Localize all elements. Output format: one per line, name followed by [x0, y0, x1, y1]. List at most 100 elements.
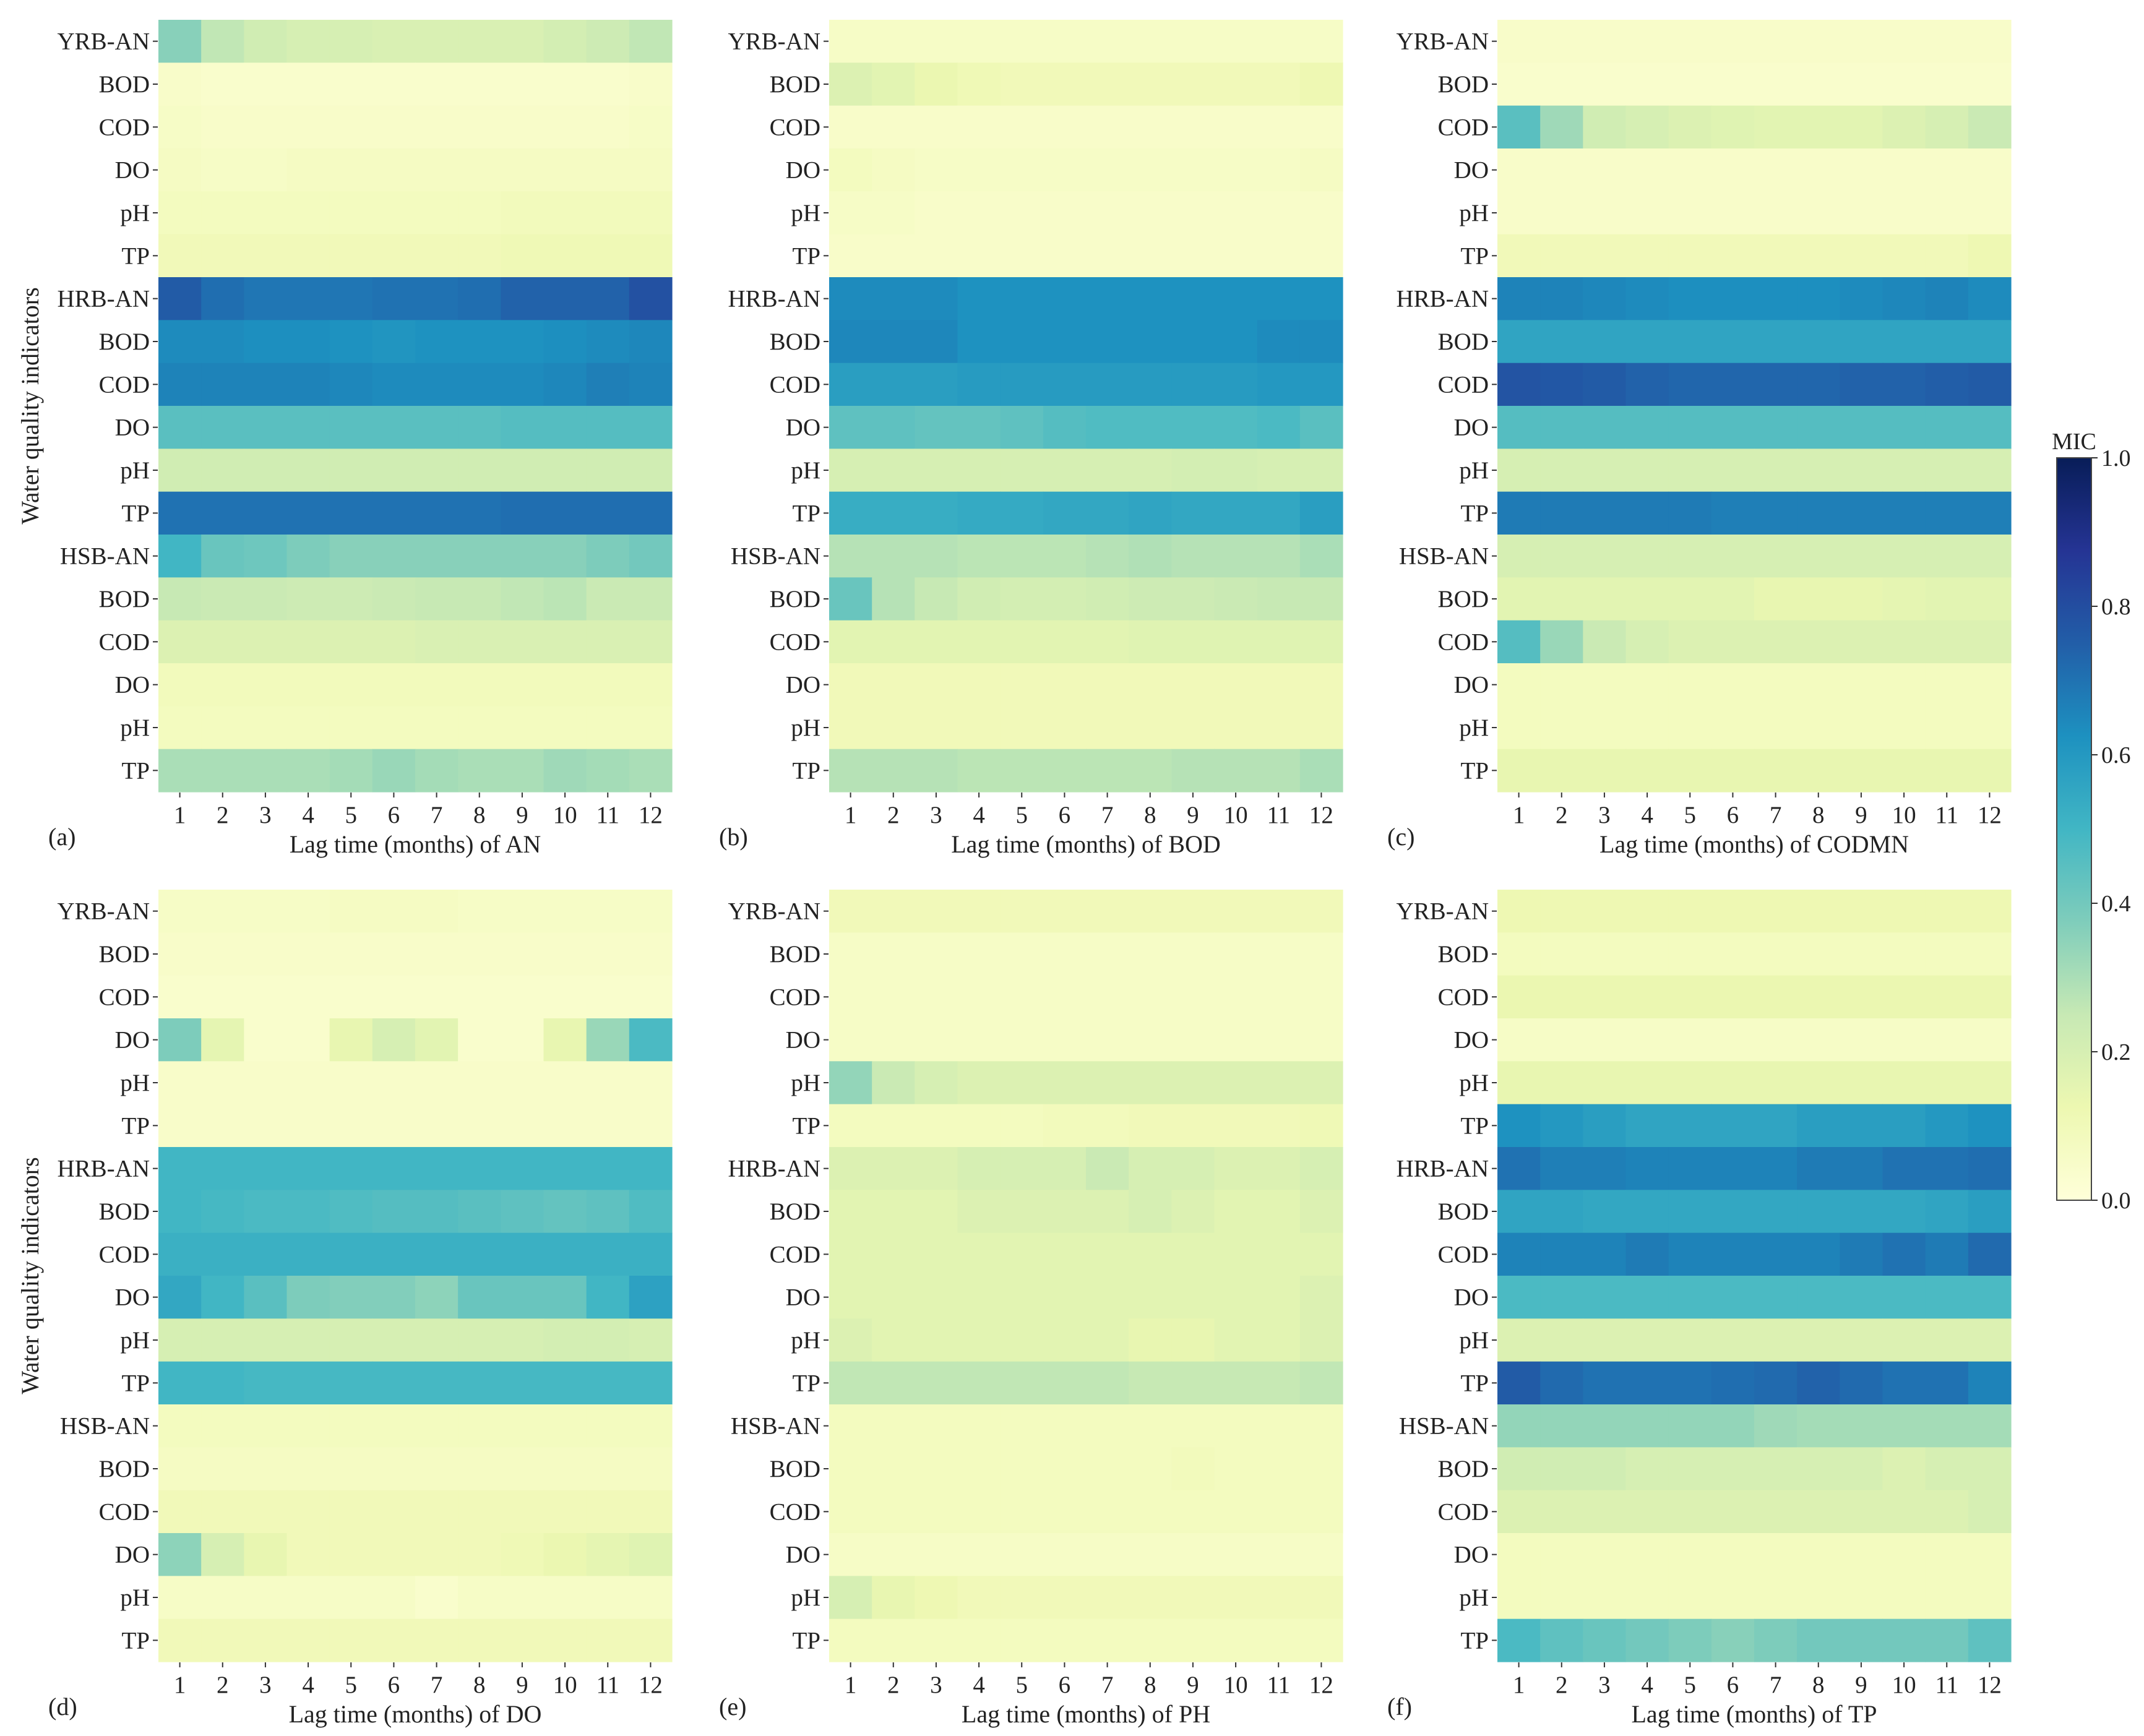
panel-label: (b) [719, 823, 748, 851]
heatmap-cell [1625, 1576, 1669, 1620]
heatmap-cell [957, 1018, 1001, 1062]
heatmap-cell [586, 1361, 630, 1405]
y-tick-label: YRB-AN [57, 898, 150, 925]
colorbar-tick-label: 0.2 [2101, 1039, 2131, 1065]
heatmap-cell [586, 491, 630, 535]
heatmap-cell [1882, 363, 1926, 406]
heatmap-cell [286, 663, 330, 707]
heatmap-cell [415, 932, 459, 976]
heatmap-cell [372, 191, 416, 235]
heatmap-cell [1214, 535, 1258, 578]
heatmap-cell [244, 1104, 288, 1148]
heatmap-cell [1754, 191, 1797, 235]
heatmap-cell [201, 1104, 244, 1148]
heatmap-cell [501, 320, 545, 364]
heatmap-cell [1882, 1190, 1926, 1234]
heatmap-cell [1299, 1618, 1343, 1662]
heatmap-cell [1754, 234, 1797, 278]
heatmap-cell [372, 62, 416, 106]
heatmap-cell [1925, 1232, 1969, 1276]
heatmap-cell [1968, 148, 2012, 192]
heatmap-cell [458, 62, 501, 106]
heatmap-cell [158, 277, 202, 320]
heatmap-cell [1797, 191, 1840, 235]
heatmap-cell [286, 749, 330, 793]
y-tick-label: DO [786, 415, 820, 441]
heatmap-cell [872, 320, 915, 364]
y-tick-label: TP [1460, 243, 1489, 269]
heatmap-cell [1086, 1618, 1129, 1662]
heatmap-cell [1086, 1232, 1129, 1276]
heatmap-cell [1171, 1104, 1215, 1148]
heatmap-cell [286, 1232, 330, 1276]
heatmap-cell [158, 449, 202, 492]
heatmap-cell [1797, 449, 1840, 492]
heatmap-cell [1968, 1061, 2012, 1105]
heatmap-cell [415, 105, 459, 149]
heatmap-cell [1043, 1533, 1087, 1576]
heatmap-cell [329, 406, 373, 449]
heatmap-cell [458, 1318, 501, 1362]
heatmap-cell [458, 1404, 501, 1448]
heatmap-cell [1129, 234, 1172, 278]
heatmap-cell [1625, 1104, 1669, 1148]
heatmap-cell [1882, 62, 1926, 106]
heatmap-cell [458, 1490, 501, 1534]
heatmap-cell [372, 1361, 416, 1405]
heatmap-cell [915, 234, 958, 278]
heatmap-cell [1000, 663, 1044, 707]
heatmap-cell [1625, 234, 1669, 278]
heatmap-cell [1711, 749, 1755, 793]
heatmap-cell [244, 62, 288, 106]
heatmap-cell [1668, 1190, 1712, 1234]
heatmap-cell [501, 1490, 545, 1534]
x-tick-label: 6 [388, 802, 400, 828]
heatmap-cell [1257, 1276, 1301, 1319]
heatmap-cell [415, 1361, 459, 1405]
x-tick-label: 8 [1144, 1672, 1156, 1698]
heatmap-cell [1540, 535, 1583, 578]
heatmap-cell [501, 890, 545, 933]
heatmap-cell [329, 1276, 373, 1319]
heatmap-cell [543, 620, 587, 664]
heatmap-cell [915, 1147, 958, 1190]
panel-label: (e) [719, 1693, 746, 1721]
heatmap-cells [1497, 890, 2012, 1662]
heatmap-cell [501, 1104, 545, 1148]
heatmap-cell [1583, 890, 1627, 933]
heatmap-cell [415, 890, 459, 933]
heatmap-cell [1540, 1576, 1583, 1620]
heatmap-cell [1754, 1576, 1797, 1620]
heatmap-cell [543, 105, 587, 149]
heatmap-cell [915, 932, 958, 976]
heatmap-cell [1797, 1018, 1840, 1062]
heatmap-cell [1086, 890, 1129, 933]
heatmap-cell [1043, 449, 1087, 492]
heatmap-cell [1086, 449, 1129, 492]
heatmap-cell [244, 1618, 288, 1662]
heatmap-cell [543, 1447, 587, 1491]
colorbar-label: MIC [2052, 429, 2096, 455]
heatmap-cell [915, 1361, 958, 1405]
heatmap-cell [244, 663, 288, 707]
heatmap-cell [1583, 191, 1627, 235]
heatmap-cell [458, 1361, 501, 1405]
heatmap-cell [1882, 1490, 1926, 1534]
heatmap-cell [1086, 1576, 1129, 1620]
heatmap-cell [158, 890, 202, 933]
heatmap-cell [829, 1318, 872, 1362]
heatmap-cell [1000, 577, 1044, 621]
heatmap-cell [1000, 1404, 1044, 1448]
heatmap-cell [915, 449, 958, 492]
heatmap-cell [1214, 890, 1258, 933]
heatmap-cell [1540, 1147, 1583, 1190]
heatmap-cell [872, 491, 915, 535]
heatmap-cell [1171, 706, 1215, 750]
heatmap-cell [1925, 20, 1969, 63]
heatmap-cell [244, 191, 288, 235]
heatmap-cell [1497, 1404, 1541, 1448]
y-axis-label: Water quality indicators [16, 287, 44, 524]
heatmap-cell [1668, 1018, 1712, 1062]
heatmap-cell [1171, 105, 1215, 149]
heatmap-cell [1257, 975, 1301, 1019]
